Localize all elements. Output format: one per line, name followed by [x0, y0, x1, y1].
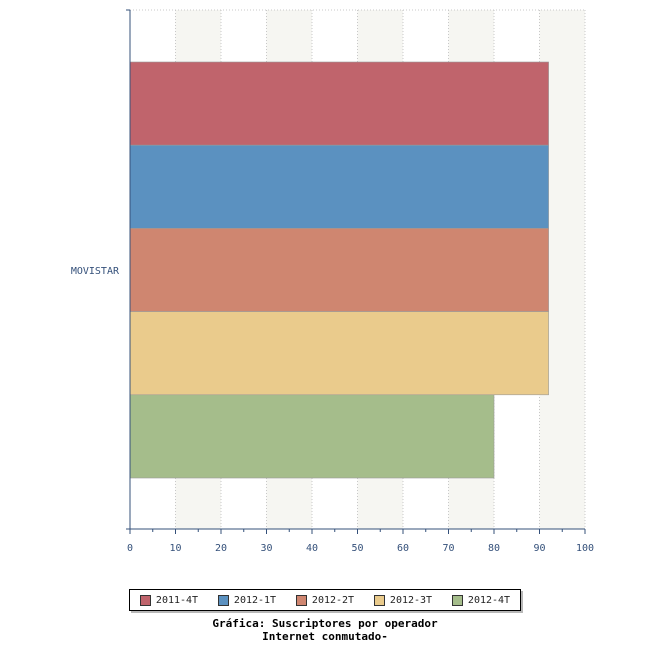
legend-item: 2012-4T: [451, 594, 511, 606]
legend-swatch: [295, 594, 307, 606]
bar-2012-1T: [129, 144, 549, 229]
legend-item: 2011-4T: [139, 594, 199, 606]
x-tick-label: 40: [306, 543, 318, 554]
x-tick-label: 70: [442, 543, 454, 554]
x-tick-label: 0: [127, 543, 133, 554]
legend-label: 2012-2T: [311, 594, 355, 606]
x-tick-label: 80: [488, 543, 500, 554]
bar-2012-2T: [129, 228, 549, 312]
legend-swatch: [451, 594, 463, 606]
caption-line-1: Gráfica: Suscriptores por operador: [212, 617, 438, 630]
bar-2011-4T: [129, 61, 549, 146]
legend-swatch: [139, 594, 151, 606]
caption-line-2: Internet conmutado-: [262, 630, 388, 643]
legend-swatch: [373, 594, 385, 606]
x-tick-label: 30: [260, 543, 272, 554]
legend-swatch: [217, 594, 229, 606]
x-tick-label: 60: [397, 543, 409, 554]
legend-label: 2011-4T: [155, 594, 199, 606]
category-label: MOVISTAR: [71, 266, 120, 277]
legend-item: 2012-2T: [295, 594, 355, 606]
x-tick-label: 100: [576, 543, 594, 554]
bar-2012-3T: [129, 311, 549, 396]
chart-caption: Gráfica: Suscriptores por operador Inter…: [0, 617, 650, 643]
legend-item: 2012-1T: [217, 594, 277, 606]
legend-label: 2012-1T: [233, 594, 277, 606]
legend-label: 2012-4T: [467, 594, 511, 606]
x-tick-label: 50: [351, 543, 363, 554]
legend: 2011-4T 2012-1T 2012-2T 2012-3T 2012-4T: [129, 589, 521, 611]
legend-item: 2012-3T: [373, 594, 433, 606]
bar-2012-4T: [129, 394, 495, 479]
legend-label: 2012-3T: [389, 594, 433, 606]
x-tick-label: 10: [169, 543, 181, 554]
x-tick-label: 20: [215, 543, 227, 554]
x-tick-label: 90: [533, 543, 545, 554]
